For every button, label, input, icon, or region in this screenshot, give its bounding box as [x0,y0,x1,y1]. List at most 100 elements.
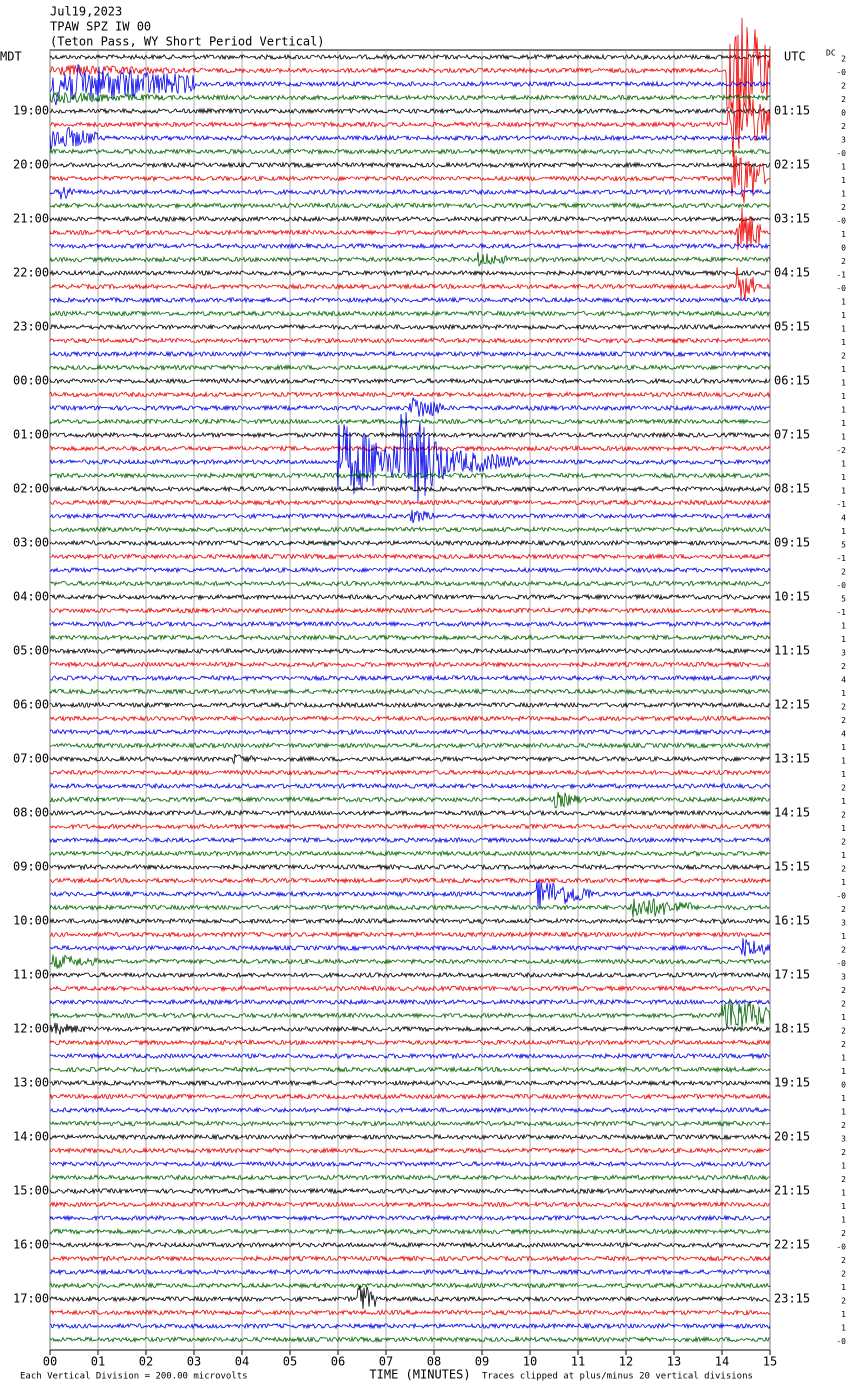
dc-value: 1 [841,325,846,334]
dc-value: -0 [836,1337,846,1346]
trace [49,412,771,503]
trace [49,269,771,277]
title-station: TPAW SPZ IW 00 [50,20,151,34]
trace [49,1227,771,1236]
dc-value: 1 [841,338,846,347]
right-time-label: 02:15 [774,158,810,172]
trace [49,98,771,158]
trace [49,836,771,844]
dc-value: 2 [841,1175,846,1184]
right-header: UTC [784,50,806,64]
right-time-label: 03:15 [774,212,810,226]
left-time-label: 06:00 [13,698,49,712]
dc-header: DC [826,49,836,58]
trace [49,1241,771,1249]
right-time-label: 01:15 [774,104,810,118]
x-tick-label: 06 [331,1355,345,1369]
dc-value: 1 [841,770,846,779]
dc-value: 1 [841,851,846,860]
dc-value: 2 [841,82,846,91]
trace [49,201,771,210]
right-time-label: 15:15 [774,860,810,874]
right-time-label: 17:15 [774,968,810,982]
trace [49,647,771,655]
dc-value: 3 [841,649,846,658]
dc-value: 1 [841,311,846,320]
right-time-label: 23:15 [774,1292,810,1306]
x-tick-label: 05 [283,1355,297,1369]
dc-value: -1 [836,500,846,509]
dc-value: 1 [841,622,846,631]
x-tick-label: 13 [667,1355,681,1369]
right-time-label: 12:15 [774,698,810,712]
x-tick-label: 11 [571,1355,585,1369]
trace [49,1119,770,1128]
left-time-label: 15:00 [13,1184,49,1198]
trace [49,674,771,682]
trace [49,215,771,223]
footer-left: Each Vertical Division = 200.00 microvol… [20,1372,248,1382]
trace [49,1281,771,1290]
dc-value: 2 [841,1270,846,1279]
dc-value: 1 [841,797,846,806]
trace [49,1308,771,1317]
trace [50,1106,771,1114]
right-time-label: 22:15 [774,1238,810,1252]
dc-value: 3 [841,919,846,928]
dc-value: 2 [841,55,846,64]
trace [49,593,771,601]
left-time-label: 21:00 [13,212,49,226]
dc-value: 1 [841,176,846,185]
trace [49,126,771,151]
trace [49,791,771,809]
left-time-label: 16:00 [13,1238,49,1252]
left-time-label: 00:00 [13,374,49,388]
dc-value: 2 [841,568,846,577]
trace [49,309,771,318]
x-tick-label: 14 [715,1355,729,1369]
dc-value: 1 [841,1108,846,1117]
right-time-label: 07:15 [774,428,810,442]
left-time-label: 01:00 [13,428,49,442]
dc-value: -0 [836,959,846,968]
dc-value: 2 [841,1027,846,1036]
dc-value: 1 [841,878,846,887]
dc-value: 1 [841,1094,846,1103]
trace [49,397,771,417]
trace [49,350,771,358]
left-header: MDT [0,50,22,64]
left-time-label: 20:00 [13,158,49,172]
trace [49,336,771,345]
trace [49,91,771,104]
trace [49,1200,771,1209]
trace [49,714,771,723]
dc-value: 1 [841,1013,846,1022]
dc-value: 4 [841,730,846,739]
trace [49,206,771,251]
dc-value: 1 [841,433,846,442]
trace [49,252,771,267]
dc-value: 2 [841,838,846,847]
trace [49,1268,771,1276]
trace [49,728,771,736]
dc-value: 2 [841,662,846,671]
trace [49,1065,771,1074]
trace [50,579,771,587]
right-time-label: 20:15 [774,1130,810,1144]
left-time-label: 03:00 [13,536,49,550]
left-time-label: 08:00 [13,806,49,820]
trace [49,147,771,156]
trace [49,471,771,480]
trace [49,566,771,574]
dc-value: 1 [841,1324,846,1333]
left-time-label: 23:00 [13,320,49,334]
trace [49,954,771,969]
dc-value: 3 [841,1135,846,1144]
trace [49,620,771,628]
left-time-label: 22:00 [13,266,49,280]
right-time-label: 19:15 [774,1076,810,1090]
trace [49,296,771,304]
trace [49,822,771,831]
trace [49,1173,770,1182]
dc-value: 1 [841,460,846,469]
